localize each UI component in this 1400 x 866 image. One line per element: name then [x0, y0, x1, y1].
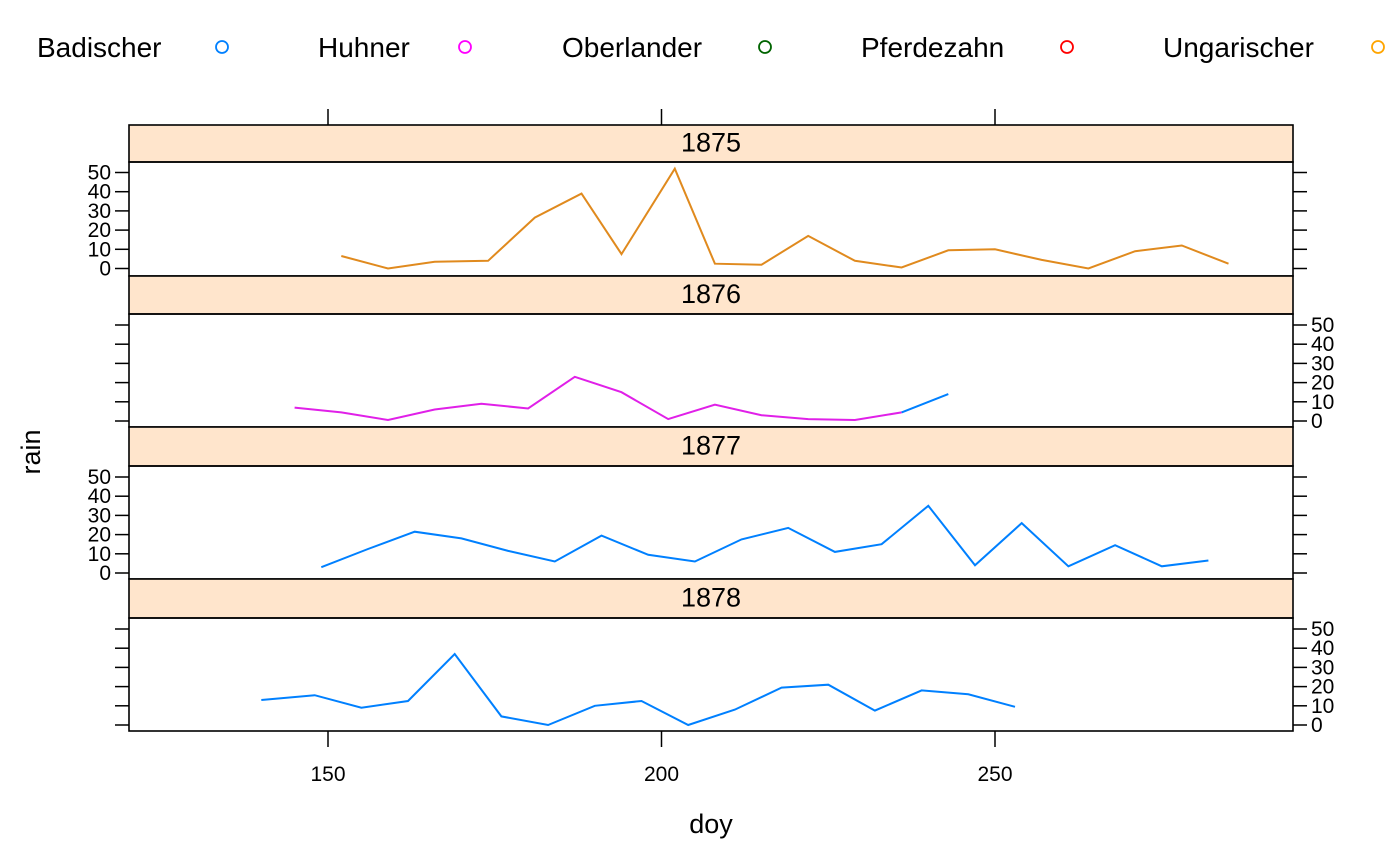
panel-frame	[128, 161, 1294, 277]
legend-item: Oberlander	[562, 32, 772, 63]
x-tick-label: 250	[977, 763, 1012, 786]
legend-item: Badischer	[37, 32, 229, 63]
x-tick-label: 200	[644, 763, 679, 786]
panel-frame	[128, 617, 1294, 732]
legend-label: Oberlander	[562, 32, 702, 63]
y-tick-label: 50	[88, 162, 111, 185]
series-line-ungarischer	[341, 166, 1229, 270]
y-tick-label: 10	[88, 543, 111, 566]
y-tick-label: 0	[99, 258, 111, 281]
legend-marker	[458, 40, 472, 54]
y-tick-label: 30	[88, 200, 111, 223]
y-tick-label: 20	[1311, 676, 1334, 699]
legend-marker	[1371, 40, 1385, 54]
panel-frame	[128, 313, 1294, 428]
y-tick-label: 30	[1311, 352, 1334, 375]
legend-item: Ungarischer	[1163, 32, 1385, 63]
legend-marker	[215, 40, 229, 54]
y-tick-label: 0	[99, 562, 111, 585]
x-axis-bottom: 150 200 250	[310, 731, 1013, 786]
y-tick-label: 10	[1311, 695, 1334, 718]
legend-label: Huhner	[318, 32, 410, 63]
y-tick-label: 20	[88, 219, 111, 242]
x-tick-label: 150	[310, 763, 345, 786]
legend-marker	[758, 40, 772, 54]
strip-label: 1877	[681, 431, 741, 461]
y-tick-label: 0	[1311, 410, 1323, 433]
y-tick-label: 10	[88, 238, 111, 261]
legend-label: Pferdezahn	[861, 32, 1004, 63]
legend-item: Pferdezahn	[861, 32, 1074, 63]
strip-label: 1876	[681, 279, 741, 309]
legend-label: Ungarischer	[1163, 32, 1314, 63]
strip-background	[128, 578, 1294, 619]
legend-marker	[1060, 40, 1074, 54]
y-tick-label: 0	[1311, 714, 1323, 737]
y-tick-label: 30	[1311, 656, 1334, 679]
series-line-huhner	[294, 375, 902, 422]
y-tick-label: 20	[1311, 372, 1334, 395]
y-axis-title: rain	[16, 429, 46, 474]
chart-panels: 1875010203040501876010203040501877010203…	[88, 124, 1334, 737]
y-tick-label: 20	[88, 524, 111, 547]
strip-label: 1875	[681, 128, 741, 158]
y-tick-label: 10	[1311, 391, 1334, 414]
y-tick-label: 50	[88, 466, 111, 489]
series-line-badischer	[320, 504, 1209, 569]
y-tick-label: 40	[1311, 333, 1334, 356]
y-tick-label: 50	[1311, 314, 1334, 337]
y-tick-label: 40	[1311, 637, 1334, 660]
x-axis-top	[327, 109, 996, 125]
y-tick-label: 40	[88, 485, 111, 508]
legend-item: Huhner	[318, 32, 472, 63]
y-tick-label: 50	[1311, 618, 1334, 641]
legend-label: Badischer	[37, 32, 162, 63]
x-axis-title: doy	[689, 809, 733, 839]
series-line-badischer	[261, 652, 1016, 727]
y-tick-label: 40	[88, 181, 111, 204]
strip-background	[128, 426, 1294, 467]
panel-frame	[128, 465, 1294, 580]
strip-background	[128, 124, 1294, 163]
y-tick-label: 30	[88, 504, 111, 527]
legend: Badischer Huhner Oberlander Pferdezahn Ungar…	[37, 32, 1385, 63]
series-line-badischer	[901, 393, 949, 414]
strip-label: 1878	[681, 583, 741, 613]
